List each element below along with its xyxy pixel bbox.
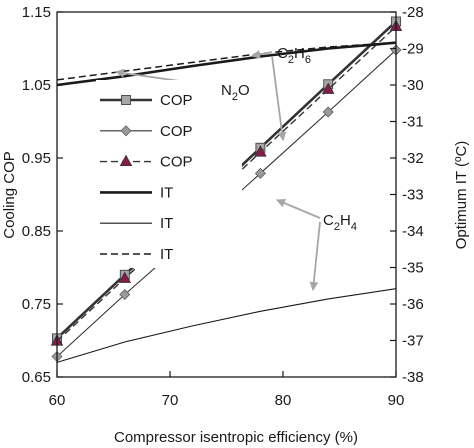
y-left-tick-label-2: 0.85 [22, 223, 51, 240]
y-axis-label-right: Optimum IT (ºC) [453, 141, 470, 250]
legend-1-marker [120, 125, 132, 137]
annotation-n2o: N2O [221, 82, 250, 103]
y-right-tick-label-1: -37 [402, 333, 424, 350]
arrow-c2h6-cop [271, 55, 287, 141]
arrow-c2h4-cop [276, 198, 321, 219]
y-left-tick-label-1: 0.75 [22, 296, 51, 313]
series-1-point-3 [254, 167, 266, 179]
y-right-tick-label-5: -33 [402, 187, 424, 204]
arrow-c2h6-it [251, 50, 273, 59]
y-right-tick-label-3: -35 [402, 260, 424, 277]
legend-box [96, 80, 242, 268]
legend-0-label: COP [160, 92, 193, 109]
series-2-point-1 [118, 271, 132, 283]
y-right-tick-label-10: -28 [402, 4, 424, 21]
series-2-point-4 [321, 82, 335, 94]
c2h4-sub2: 4 [351, 221, 357, 233]
x-tick-label-1: 70 [162, 392, 179, 409]
c2h4-h: H [340, 212, 351, 229]
series-1-point-1 [119, 289, 131, 301]
c2h6-h: H [294, 45, 305, 62]
y-right-tick-label-2: -36 [402, 296, 424, 313]
n2o-n: N [221, 82, 232, 99]
series-2-point-3 [254, 145, 267, 157]
legend-2-marker [119, 154, 133, 167]
y-left-tick-label-0: 0.65 [22, 369, 51, 386]
legend-4-label: IT [160, 215, 173, 232]
y-right-tick-label-8: -30 [402, 77, 424, 94]
n2o-o: O [238, 82, 250, 99]
y-left-tick-label-5: 1.15 [22, 4, 51, 21]
y-right-tick-label-9: -29 [402, 41, 424, 58]
legend-1-label: COP [160, 123, 193, 140]
series-1-point-4 [322, 106, 334, 118]
n2o-sub: 2 [232, 91, 238, 103]
legend-5-label: IT [160, 246, 173, 263]
c2h6-sub1: 2 [288, 54, 294, 66]
annotation-c2h4: C2H4 [323, 212, 357, 233]
legend: COP COP COP IT IT IT [100, 92, 193, 263]
y-axis-label-left: Cooling COP [1, 151, 18, 239]
x-tick-label-3: 90 [388, 392, 405, 409]
x-tick-label-2: 80 [275, 392, 292, 409]
legend-0-marker [121, 95, 131, 105]
ticks-layer: 60 70 80 90 0.65 0.75 0.85 0.95 1.05 1.15 -38 -37 -3… [22, 4, 424, 409]
y-right-tick-label-0: -38 [402, 369, 424, 386]
y-right-tick-label-7: -31 [402, 114, 424, 131]
y-right-tick-label-4: -34 [402, 223, 424, 240]
c2h4-c: C [323, 212, 334, 229]
arrow-c2h4-it [309, 221, 321, 291]
y-left-tick-label-4: 1.05 [22, 77, 51, 94]
c2h4-sub1: 2 [334, 221, 340, 233]
c2h6-c: C [277, 45, 288, 62]
x-tick-label-0: 60 [49, 392, 66, 409]
series-4-line [56, 288, 397, 363]
x-axis-label: Compressor isentropic efficiency (%) [114, 429, 358, 446]
legend-3-label: IT [160, 184, 173, 201]
series-3-line [56, 41, 397, 87]
y-right-tick-label-6: -32 [402, 150, 424, 167]
y-left-tick-label-3: 0.95 [22, 150, 51, 167]
legend-2-label: COP [160, 154, 193, 171]
annotation-c2h6: C2H6 [277, 45, 311, 66]
c2h6-sub2: 6 [305, 54, 311, 66]
series-5-line [56, 41, 397, 81]
